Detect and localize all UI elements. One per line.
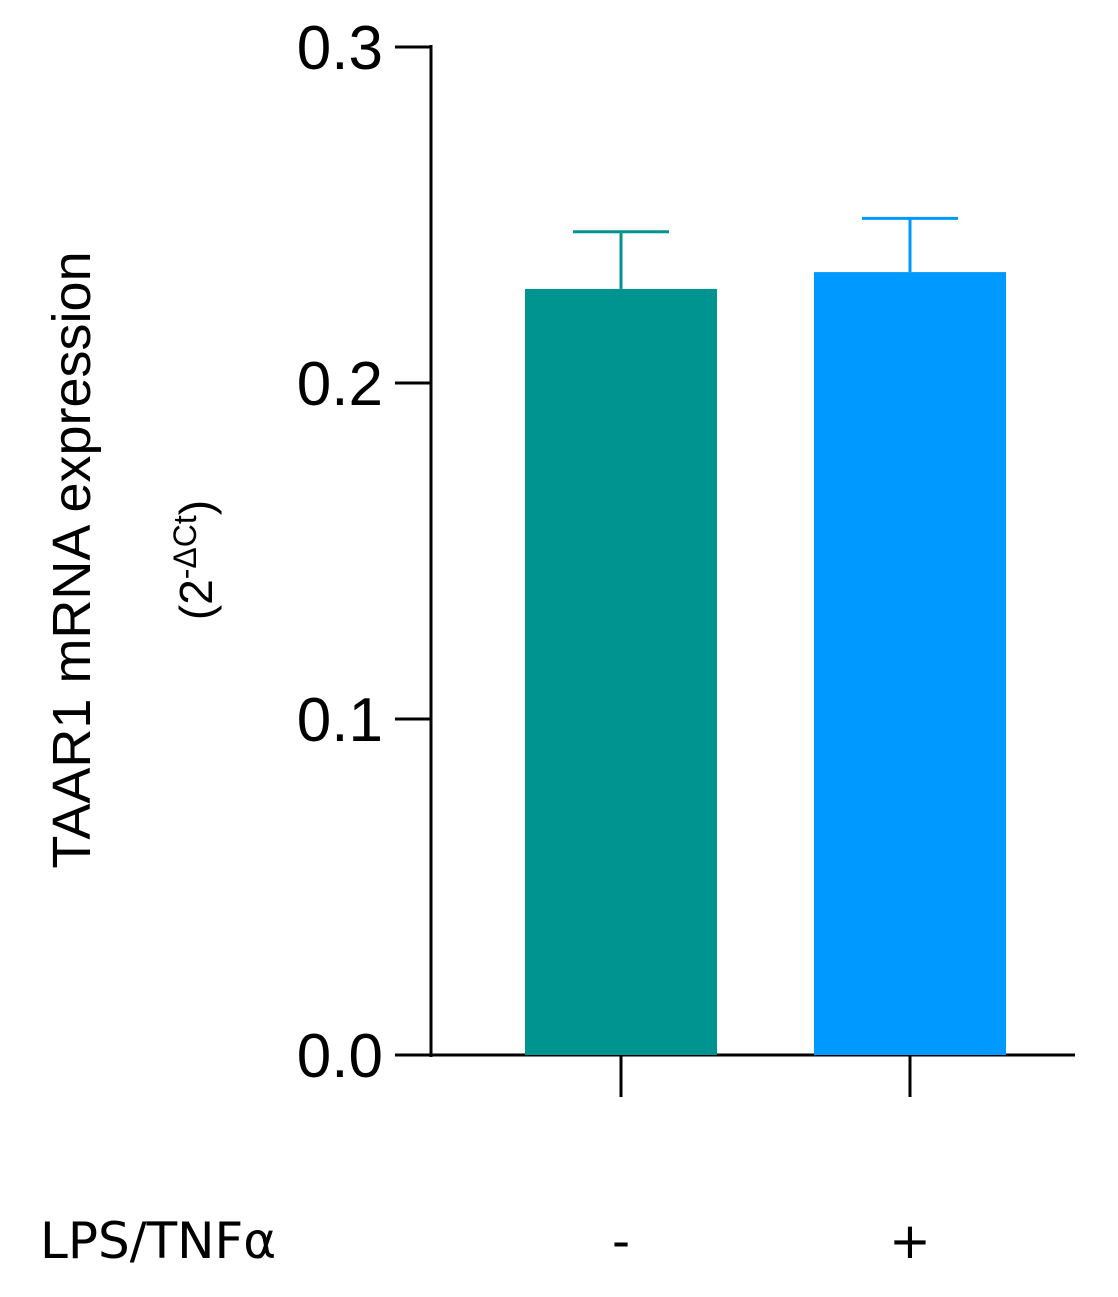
y-ticks: 0.0 0.1 0.2 0.3: [297, 14, 431, 1091]
y-tick-label: 0.2: [297, 350, 383, 419]
y-axis-superscript: -ΔCt: [167, 515, 203, 579]
y-tick-label: 0.3: [297, 14, 383, 83]
y-tick-label: 0.1: [297, 686, 383, 755]
bar: [525, 288, 717, 1055]
x-tick-label: -: [612, 1212, 630, 1270]
y-axis-subtitle: (2-ΔCt): [167, 500, 222, 620]
y-axis-title: TAAR1 mRNA expression: [42, 251, 102, 868]
x-axis-title: LPS/TNFα: [40, 1212, 276, 1270]
x-ticks: - +: [612, 1055, 931, 1270]
x-tick-label: +: [889, 1212, 931, 1270]
y-tick-label: 0.0: [297, 1022, 383, 1091]
bar: [814, 272, 1006, 1055]
bars: [525, 216, 1006, 1055]
